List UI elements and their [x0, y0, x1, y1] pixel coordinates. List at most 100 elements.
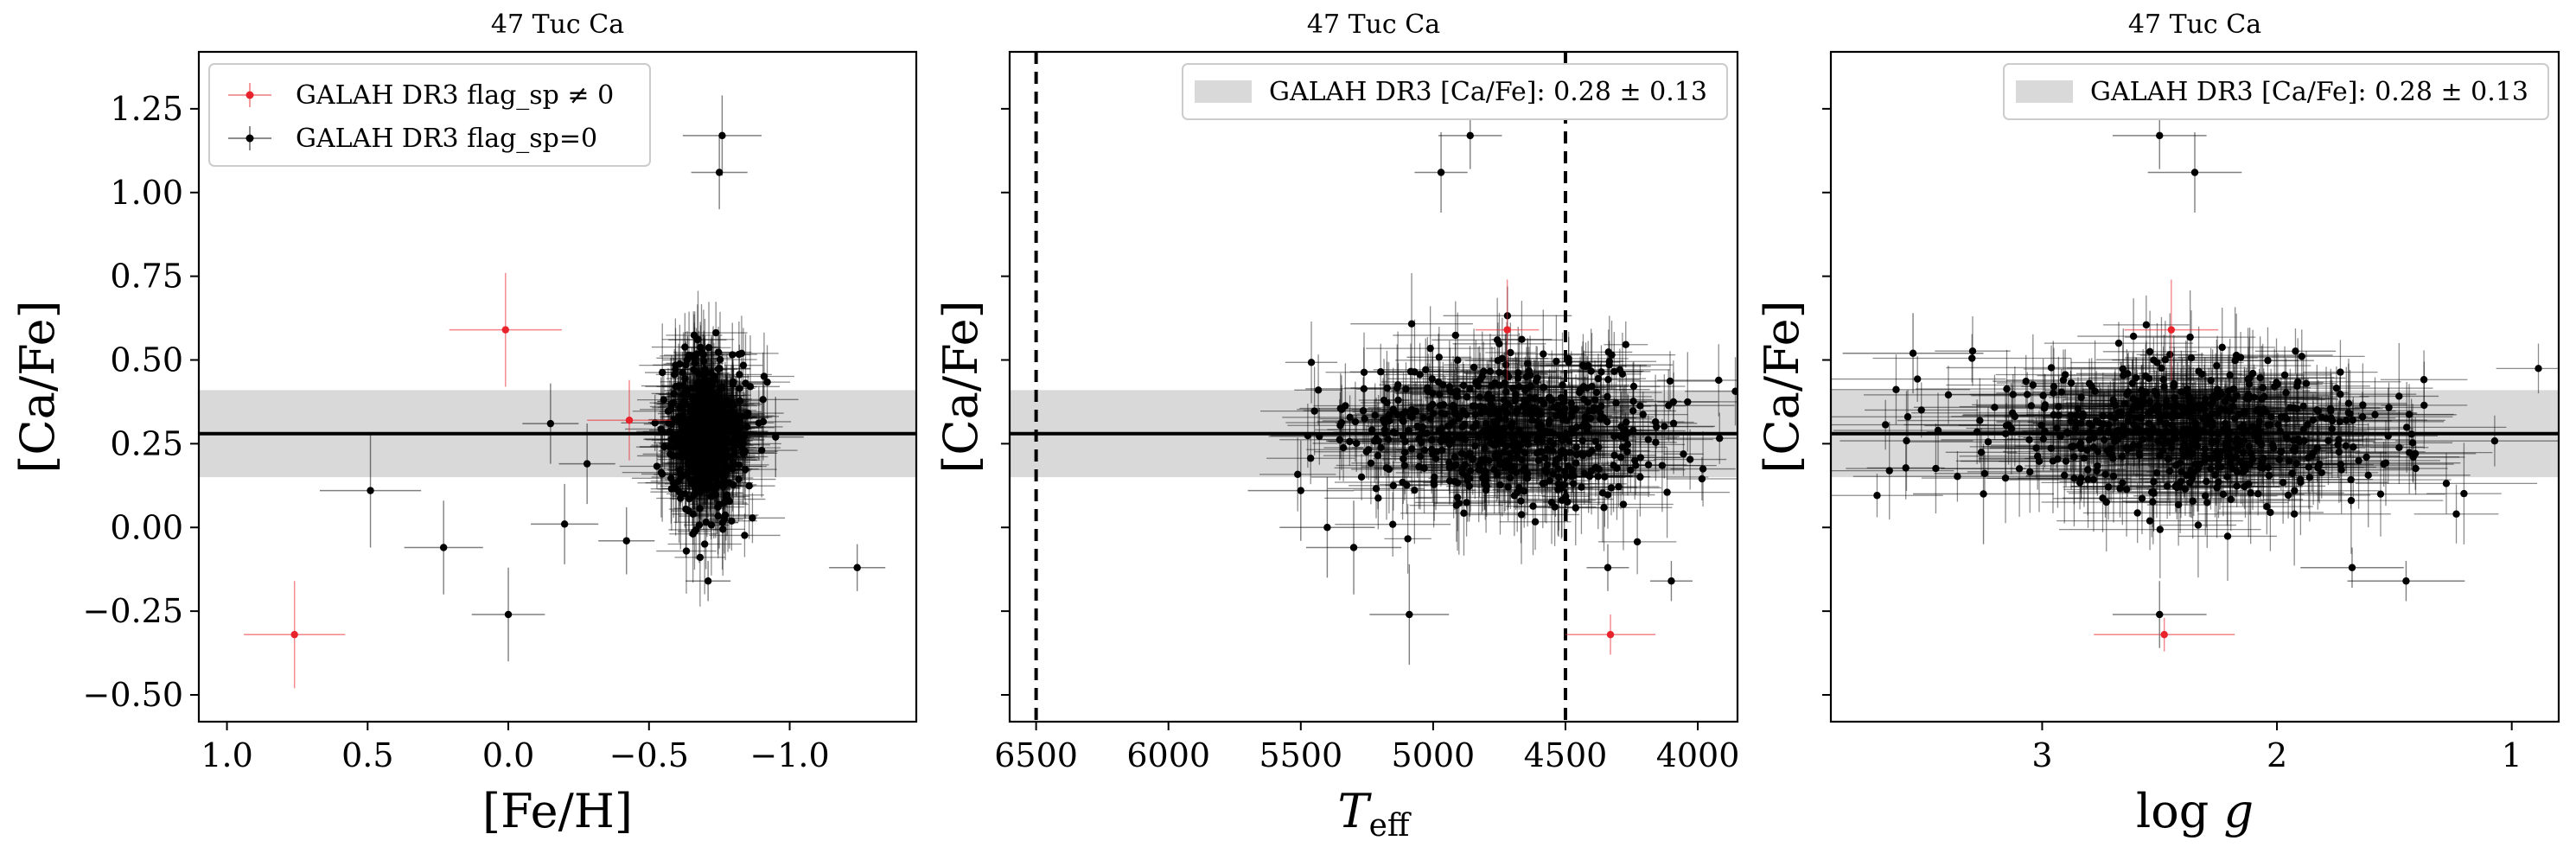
data-point	[2305, 474, 2314, 481]
data-point	[2075, 442, 2083, 449]
data-point	[1623, 448, 1631, 455]
data-point	[660, 443, 668, 451]
data-point	[2187, 353, 2196, 362]
data-point	[2233, 468, 2241, 476]
data-point	[560, 520, 569, 528]
data-point	[697, 449, 705, 457]
data-point	[684, 459, 692, 468]
data-point	[1438, 409, 1445, 417]
data-point	[736, 371, 743, 379]
data-point	[2001, 474, 2010, 482]
data-point	[1482, 486, 1490, 494]
x-axis-label: Teff	[1338, 784, 1412, 844]
data-point	[2188, 449, 2196, 457]
data-point	[2337, 391, 2344, 398]
data-point	[2227, 495, 2235, 504]
data-point	[705, 344, 713, 352]
data-point	[711, 491, 720, 499]
data-point	[1466, 131, 1474, 140]
data-point	[1560, 481, 1568, 489]
data-point	[2412, 464, 2420, 473]
data-point	[546, 419, 555, 428]
data-point	[1419, 423, 1426, 431]
data-point	[682, 470, 690, 479]
x-tick-label: 4500	[1524, 736, 1608, 774]
data-point	[696, 505, 704, 513]
data-point	[1404, 535, 1412, 543]
data-point	[1568, 409, 1576, 417]
data-point	[1504, 483, 1512, 491]
data-point	[1431, 473, 1438, 481]
data-point	[1463, 393, 1471, 401]
data-point	[1399, 478, 1406, 487]
data-point	[1469, 455, 1476, 463]
data-point	[730, 449, 738, 457]
data-point	[743, 423, 751, 431]
data-point	[1598, 489, 1607, 497]
data-point	[1374, 452, 1382, 460]
data-point	[1471, 422, 1479, 430]
data-point	[1441, 436, 1450, 444]
data-point	[2180, 451, 2188, 459]
data-point	[1562, 472, 1570, 481]
data-point	[681, 343, 689, 351]
data-point	[1527, 382, 1535, 391]
data-point	[2092, 417, 2101, 424]
data-point	[690, 352, 698, 360]
data-point	[1438, 446, 1446, 455]
data-point	[2037, 421, 2045, 430]
data-point	[583, 460, 591, 468]
data-point	[1471, 402, 1479, 411]
data-point	[1471, 411, 1479, 419]
data-point	[1457, 434, 1464, 442]
data-point	[697, 343, 705, 352]
data-point	[1514, 405, 1521, 414]
data-point	[2203, 499, 2211, 506]
data-point	[1521, 386, 1529, 394]
data-point	[1651, 417, 1660, 426]
data-point	[2158, 364, 2165, 373]
data-point	[1554, 480, 1563, 488]
data-point	[1534, 456, 1543, 464]
data-point	[713, 481, 721, 490]
data-point	[1584, 423, 1592, 430]
data-point	[712, 328, 720, 337]
data-point	[701, 540, 709, 548]
data-point	[1385, 411, 1393, 419]
legend-marker	[245, 91, 254, 99]
data-point	[2120, 399, 2129, 408]
data-point	[1307, 455, 1315, 462]
data-point	[1610, 451, 1618, 459]
data-point	[1592, 388, 1601, 397]
data-point	[735, 461, 743, 469]
data-point	[715, 436, 724, 443]
data-point	[1470, 363, 1478, 372]
data-point	[1461, 461, 1470, 468]
data-point	[677, 418, 685, 426]
data-point	[1476, 393, 1483, 401]
data-point	[715, 500, 724, 508]
y-tick-label: 0.75	[110, 258, 183, 296]
data-point	[2298, 353, 2305, 360]
data-point	[2062, 457, 2070, 465]
data-point	[673, 436, 680, 444]
data-point	[2146, 347, 2154, 356]
data-point	[1339, 443, 1348, 452]
data-point	[1481, 444, 1489, 453]
data-point	[2202, 492, 2209, 500]
data-point	[1471, 442, 1479, 450]
data-point	[1353, 439, 1361, 448]
data-point	[2049, 457, 2057, 465]
data-point	[1652, 438, 1660, 446]
data-point	[1444, 422, 1452, 430]
data-point	[1506, 474, 1514, 482]
data-point	[2233, 482, 2241, 490]
data-point	[1590, 404, 1598, 411]
data-point	[2284, 491, 2292, 500]
x-axis-label: [Fe/H]	[482, 784, 633, 838]
data-point	[1528, 410, 1536, 417]
data-point	[1407, 320, 1416, 328]
data-point	[670, 416, 678, 424]
data-point	[1451, 453, 1459, 462]
data-point	[1631, 456, 1639, 464]
